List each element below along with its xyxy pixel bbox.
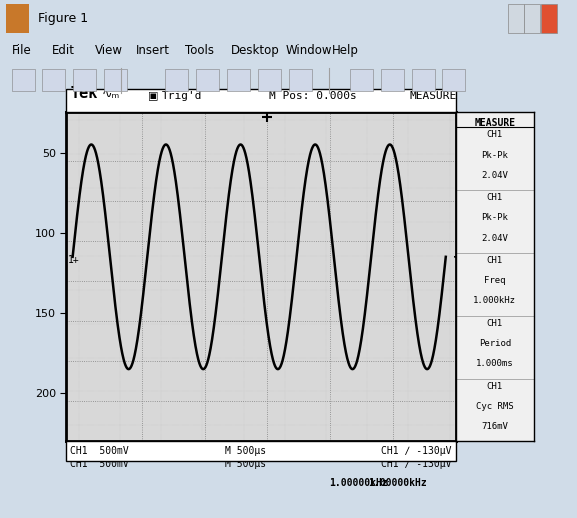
Text: 2.04V: 2.04V <box>481 234 508 242</box>
Bar <box>6 4 29 33</box>
Bar <box>381 69 404 91</box>
Text: Insert: Insert <box>136 44 170 57</box>
Text: CH1: CH1 <box>487 131 503 139</box>
Text: CH1: CH1 <box>487 256 503 265</box>
Bar <box>42 69 65 91</box>
Bar <box>350 69 373 91</box>
Text: 716mV: 716mV <box>481 422 508 431</box>
Bar <box>508 4 524 33</box>
Text: CH1 ∕ -130μV: CH1 ∕ -130μV <box>381 459 452 469</box>
Text: Edit: Edit <box>52 44 75 57</box>
Text: Tek: Tek <box>70 86 98 101</box>
Text: ▣: ▣ <box>148 91 159 101</box>
Text: CH1: CH1 <box>487 382 503 391</box>
Text: Tools: Tools <box>185 44 213 57</box>
Bar <box>411 69 434 91</box>
Bar <box>541 4 557 33</box>
Bar <box>288 69 312 91</box>
Text: M Pos: 0.000s: M Pos: 0.000s <box>269 91 357 101</box>
Text: M 500μs: M 500μs <box>225 445 266 455</box>
Bar <box>73 69 96 91</box>
Text: Window: Window <box>286 44 332 57</box>
Text: View: View <box>95 44 123 57</box>
Text: 1.000ms: 1.000ms <box>476 359 514 368</box>
Bar <box>66 441 456 461</box>
Bar <box>12 69 35 91</box>
Text: CH1: CH1 <box>487 193 503 203</box>
Text: MEASURE: MEASURE <box>409 91 456 101</box>
Text: Trig'd: Trig'd <box>162 91 203 101</box>
Text: Freq: Freq <box>484 276 505 285</box>
Text: CH1  500mV: CH1 500mV <box>70 459 129 469</box>
Text: Pk-Pk: Pk-Pk <box>481 213 508 222</box>
Text: Period: Period <box>479 339 511 348</box>
Text: 1.00000kHz: 1.00000kHz <box>329 478 388 487</box>
Bar <box>258 69 281 91</box>
Bar <box>196 69 219 91</box>
Bar <box>66 90 456 112</box>
Text: Cyc RMS: Cyc RMS <box>476 402 514 411</box>
Text: File: File <box>12 44 31 57</box>
Bar <box>166 69 189 91</box>
Text: 1.000kHz: 1.000kHz <box>473 296 516 305</box>
Bar <box>443 69 466 91</box>
Text: Desktop: Desktop <box>231 44 279 57</box>
Text: ∿ₘ: ∿ₘ <box>103 91 119 101</box>
Text: Figure 1: Figure 1 <box>38 11 88 25</box>
Text: MEASURE: MEASURE <box>474 118 515 128</box>
Text: Trig'd: Trig'd <box>162 91 203 101</box>
Text: ∿ₘ: ∿ₘ <box>102 88 119 101</box>
Text: ▣: ▣ <box>148 91 159 101</box>
Text: M Pos: 0.000s: M Pos: 0.000s <box>269 91 357 101</box>
Text: CH1  500mV: CH1 500mV <box>70 445 129 455</box>
Text: 1.00000kHz: 1.00000kHz <box>368 478 427 487</box>
Text: 2.04V: 2.04V <box>481 171 508 180</box>
Bar <box>227 69 250 91</box>
Bar <box>104 69 127 91</box>
Bar <box>524 4 540 33</box>
Text: 1+: 1+ <box>68 255 80 265</box>
Text: Tek: Tek <box>70 86 98 101</box>
Text: CH1 ∕ -130μV: CH1 ∕ -130μV <box>381 445 452 455</box>
Text: Help: Help <box>332 44 359 57</box>
Text: M 500μs: M 500μs <box>225 459 266 469</box>
Text: CH1: CH1 <box>487 319 503 328</box>
Text: MEASURE: MEASURE <box>409 91 456 101</box>
Text: Pk-Pk: Pk-Pk <box>481 151 508 160</box>
